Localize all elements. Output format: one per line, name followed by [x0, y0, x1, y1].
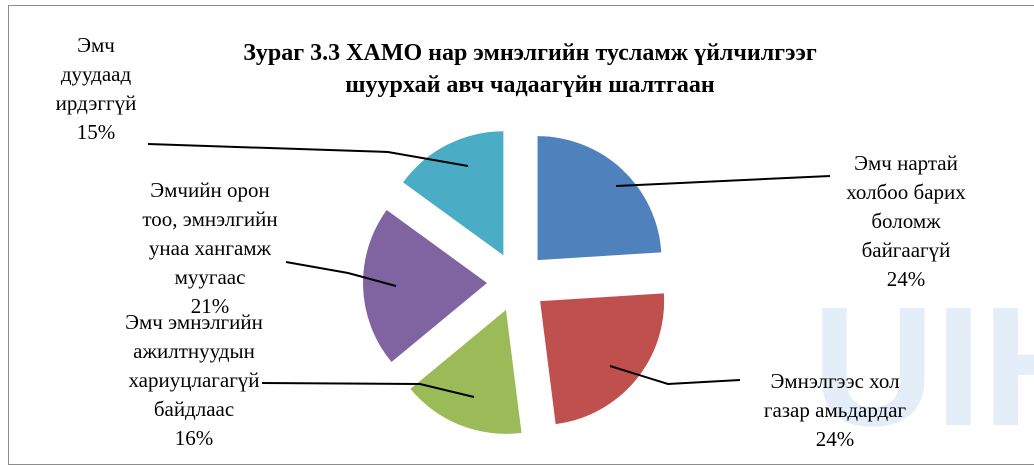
pie-slice-3	[363, 210, 488, 362]
slice-label-3-line-1: тоо, эмнэлгийн	[142, 207, 277, 231]
pie-slice-1	[540, 293, 665, 425]
slice-label-1-line-0: Эмнэлгээс хол	[770, 369, 899, 393]
chart-title-line-2: шуурхай авч чадаагүйн шалтгаан	[345, 72, 715, 98]
slice-label-4-line-1: дуудаад	[61, 62, 132, 86]
pie-slice-2	[410, 309, 522, 434]
pie-slice-4	[403, 131, 504, 256]
leader-line-0	[615, 175, 831, 187]
pie-chart: UIH. Зураг 3.3 ХАМО нар эмнэлгийн туслам…	[56, 33, 1034, 454]
slice-label-2-line-0: Эмч эмнэлгийн	[125, 310, 263, 334]
slice-label-3-line-3: муугаас	[175, 265, 246, 289]
slice-pct-3: 21%	[191, 294, 230, 318]
pie-slices	[363, 131, 665, 434]
slice-label-2-line-3: байдлаас	[154, 397, 234, 421]
slice-label-2-line-2: хариуцлагагүй	[128, 368, 259, 392]
slice-label-2-line-1: ажилтнуудын	[133, 339, 255, 363]
leader-line-3	[285, 261, 397, 287]
slice-pct-1: 24%	[816, 427, 855, 451]
slice-label-0-line-3: байгаагүй	[862, 238, 951, 262]
slice-label-0-line-1: холбоо барих	[846, 180, 966, 204]
chart-title-line-1: Зураг 3.3 ХАМО нар эмнэлгийн тусламж үйл…	[243, 40, 817, 66]
slice-label-4-line-0: Эмч	[77, 33, 115, 57]
slice-pct-2: 16%	[175, 426, 214, 450]
slice-pct-4: 15%	[77, 120, 116, 144]
leader-line-2	[261, 382, 475, 398]
slice-label-3-line-0: Эмчийн орон	[150, 178, 269, 202]
leader-line-4	[147, 143, 469, 167]
leader-line-1	[609, 365, 741, 386]
slice-label-0-line-0: Эмч нартай	[854, 151, 958, 175]
slice-label-3-line-2: унаа хангамж	[149, 236, 272, 260]
slice-pct-0: 24%	[887, 267, 926, 291]
slice-label-1-line-1: газар амьдардаг	[764, 398, 907, 422]
slice-label-0-line-2: боломж	[871, 209, 941, 233]
pie-slice-0	[537, 136, 662, 261]
watermark: UIH.	[812, 272, 1034, 454]
slice-label-4-line-2: ирдэггүй	[56, 91, 137, 115]
